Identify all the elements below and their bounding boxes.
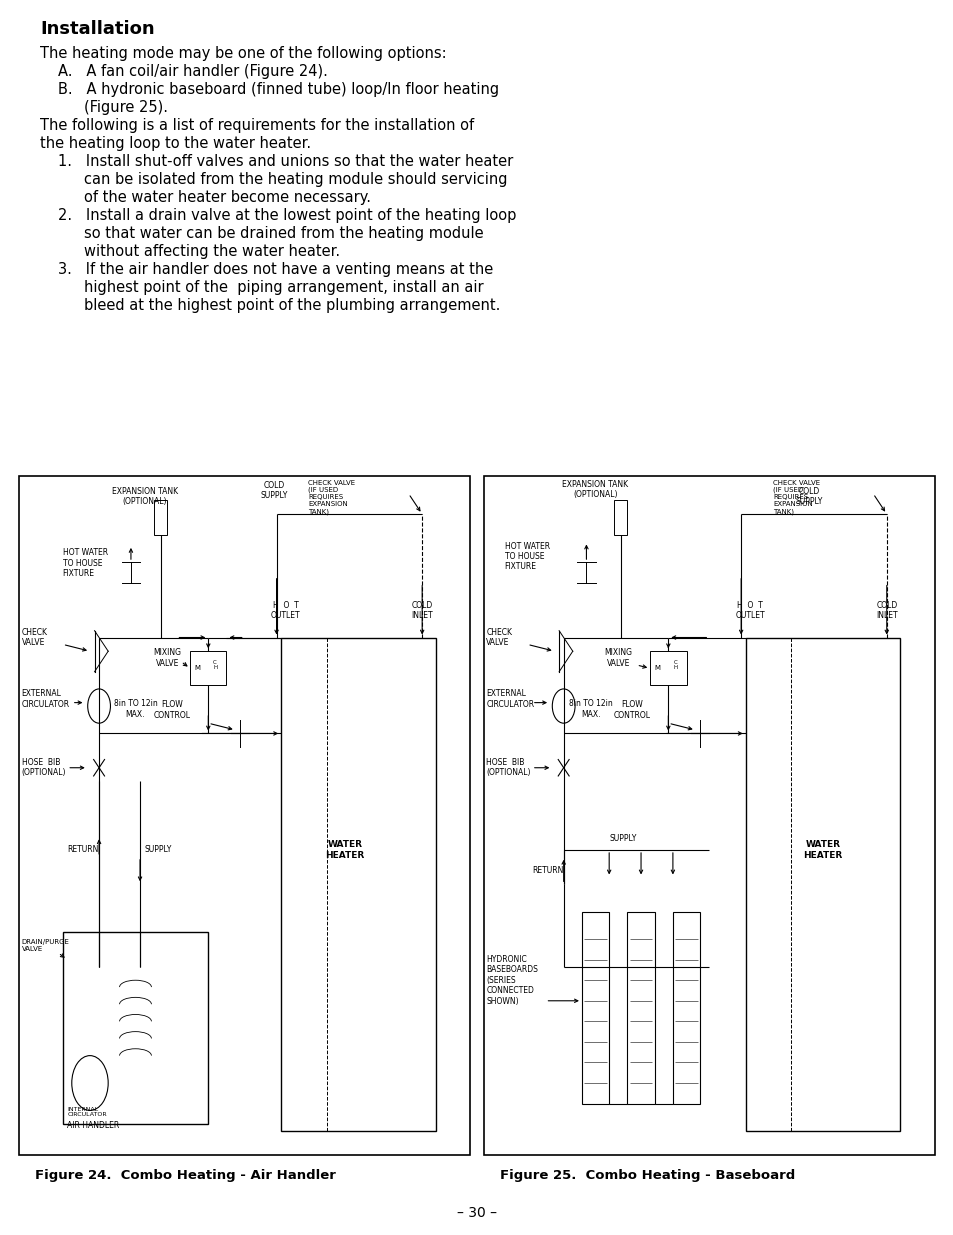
Text: COLD
INLET: COLD INLET bbox=[411, 601, 433, 620]
Text: CHECK
VALVE: CHECK VALVE bbox=[22, 627, 48, 647]
Bar bbox=[627, 911, 654, 1104]
Text: CHECK
VALVE: CHECK VALVE bbox=[486, 627, 512, 647]
Bar bbox=[745, 637, 900, 1131]
Text: 3.   If the air handler does not have a venting means at the: 3. If the air handler does not have a ve… bbox=[58, 262, 493, 277]
Text: WATER
HEATER: WATER HEATER bbox=[325, 840, 364, 860]
Text: highest point of the  piping arrangement, install an air: highest point of the piping arrangement,… bbox=[84, 279, 483, 295]
Text: HOSE  BIB
(OPTIONAL): HOSE BIB (OPTIONAL) bbox=[486, 758, 530, 778]
Circle shape bbox=[71, 1056, 108, 1110]
Text: bleed at the highest point of the plumbing arrangement.: bleed at the highest point of the plumbi… bbox=[84, 298, 500, 312]
Text: HOT WATER
TO HOUSE
FIXTURE: HOT WATER TO HOUSE FIXTURE bbox=[504, 542, 549, 572]
Text: 2.   Install a drain valve at the lowest point of the heating loop: 2. Install a drain valve at the lowest p… bbox=[58, 207, 516, 222]
Text: without affecting the water heater.: without affecting the water heater. bbox=[84, 243, 340, 258]
Text: B.   A hydronic baseboard (finned tube) loop/In floor heating: B. A hydronic baseboard (finned tube) lo… bbox=[58, 82, 498, 96]
Text: M: M bbox=[654, 666, 660, 672]
Text: M: M bbox=[194, 666, 200, 672]
Text: FLOW
CONTROL: FLOW CONTROL bbox=[613, 700, 650, 720]
Text: CHECK VALVE
(IF USED
REQUIRES
EXPANSION
TANK): CHECK VALVE (IF USED REQUIRES EXPANSION … bbox=[308, 480, 355, 515]
Text: 8in TO 12in
MAX.: 8in TO 12in MAX. bbox=[569, 699, 612, 719]
Text: COLD
SUPPLY: COLD SUPPLY bbox=[795, 487, 822, 506]
Bar bbox=[649, 651, 686, 685]
Circle shape bbox=[88, 689, 111, 724]
Text: DRAIN/PURGE
VALVE: DRAIN/PURGE VALVE bbox=[22, 940, 70, 952]
Bar bbox=[153, 500, 167, 535]
Text: COLD
SUPPLY: COLD SUPPLY bbox=[260, 480, 288, 500]
Text: SUPPLY: SUPPLY bbox=[145, 846, 172, 855]
Text: Figure 24.  Combo Heating - Air Handler: Figure 24. Combo Heating - Air Handler bbox=[35, 1170, 335, 1182]
Circle shape bbox=[552, 689, 575, 724]
Bar bbox=[190, 651, 226, 685]
Text: the heating loop to the water heater.: the heating loop to the water heater. bbox=[40, 136, 311, 151]
Text: COLD
INLET: COLD INLET bbox=[875, 601, 897, 620]
Text: 8in TO 12in
MAX.: 8in TO 12in MAX. bbox=[113, 699, 157, 719]
Text: HOT WATER
TO HOUSE
FIXTURE: HOT WATER TO HOUSE FIXTURE bbox=[63, 548, 108, 578]
Bar bbox=[281, 637, 436, 1131]
Text: EXPANSION TANK
(OPTIONAL): EXPANSION TANK (OPTIONAL) bbox=[562, 480, 628, 499]
Text: C
H: C H bbox=[213, 659, 217, 671]
Bar bbox=[63, 932, 208, 1124]
Text: CHECK VALVE
(IF USED
REQUIRES
EXPANSION
TANK): CHECK VALVE (IF USED REQUIRES EXPANSION … bbox=[772, 480, 820, 515]
Text: EXTERNAL
CIRCULATOR: EXTERNAL CIRCULATOR bbox=[22, 689, 70, 709]
Bar bbox=[613, 500, 627, 535]
Text: The heating mode may be one of the following options:: The heating mode may be one of the follo… bbox=[40, 46, 446, 61]
Text: – 30 –: – 30 – bbox=[456, 1207, 497, 1220]
Text: A.   A fan coil/air handler (Figure 24).: A. A fan coil/air handler (Figure 24). bbox=[58, 64, 328, 79]
Text: EXPANSION TANK
(OPTIONAL): EXPANSION TANK (OPTIONAL) bbox=[112, 487, 177, 506]
Text: 1.   Install shut-off valves and unions so that the water heater: 1. Install shut-off valves and unions so… bbox=[58, 154, 513, 169]
Text: INTERNAL
CIRCULATOR: INTERNAL CIRCULATOR bbox=[67, 1107, 107, 1118]
Text: The following is a list of requirements for the installation of: The following is a list of requirements … bbox=[40, 117, 474, 133]
Text: H  O  T
OUTLET: H O T OUTLET bbox=[271, 601, 300, 620]
Text: RETURN: RETURN bbox=[532, 866, 563, 876]
Text: MIXING
VALVE: MIXING VALVE bbox=[603, 648, 632, 668]
Text: so that water can be drained from the heating module: so that water can be drained from the he… bbox=[84, 226, 483, 241]
Text: SUPPLY: SUPPLY bbox=[609, 834, 636, 844]
Text: can be isolated from the heating module should servicing: can be isolated from the heating module … bbox=[84, 172, 507, 186]
Text: of the water heater become necessary.: of the water heater become necessary. bbox=[84, 190, 371, 205]
Text: AIR HANDLER: AIR HANDLER bbox=[67, 1120, 119, 1130]
Text: FLOW
CONTROL: FLOW CONTROL bbox=[153, 700, 191, 720]
Text: Installation: Installation bbox=[40, 20, 154, 38]
Bar bbox=[672, 911, 700, 1104]
Text: HOSE  BIB
(OPTIONAL): HOSE BIB (OPTIONAL) bbox=[22, 758, 66, 778]
Text: RETURN: RETURN bbox=[68, 846, 99, 855]
Text: C
H: C H bbox=[673, 659, 677, 671]
Text: H  O  T
OUTLET: H O T OUTLET bbox=[735, 601, 764, 620]
Text: MIXING
VALVE: MIXING VALVE bbox=[153, 648, 181, 668]
Text: WATER
HEATER: WATER HEATER bbox=[802, 840, 841, 860]
Text: (Figure 25).: (Figure 25). bbox=[84, 100, 168, 115]
Text: HYDRONIC
BASEBOARDS
(SERIES
CONNECTED
SHOWN): HYDRONIC BASEBOARDS (SERIES CONNECTED SH… bbox=[486, 955, 537, 1005]
Text: EXTERNAL
CIRCULATOR: EXTERNAL CIRCULATOR bbox=[486, 689, 534, 709]
Text: Figure 25.  Combo Heating - Baseboard: Figure 25. Combo Heating - Baseboard bbox=[499, 1170, 795, 1182]
Bar bbox=[581, 911, 609, 1104]
